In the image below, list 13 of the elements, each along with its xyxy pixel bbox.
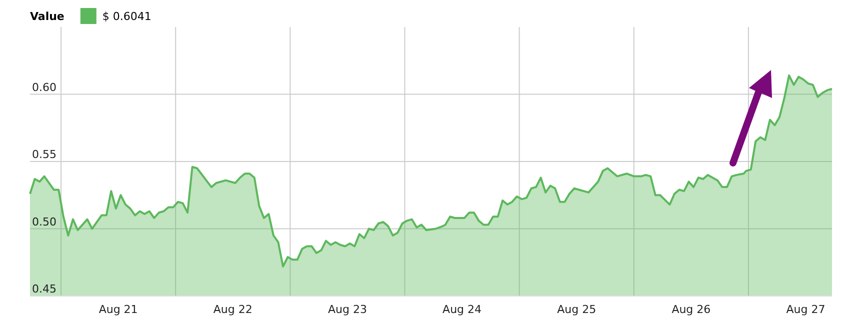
y-tick-label: 0.55 [32,148,56,162]
y-tick-label: 0.45 [32,282,56,296]
legend-title: Value [30,10,64,23]
legend-label: $ 0.6041 [102,10,152,23]
x-tick-label: Aug 22 [213,302,252,316]
y-tick-label: 0.50 [32,215,56,228]
x-tick-label: Aug 26 [672,302,711,316]
x-tick-label: Aug 25 [557,302,596,316]
x-tick-label: Aug 24 [442,302,482,316]
x-tick-label: Aug 21 [98,302,138,316]
y-tick-label: 0.60 [32,80,56,94]
x-tick-label: Aug 27 [786,302,826,316]
x-tick-label: Aug 23 [328,302,367,316]
